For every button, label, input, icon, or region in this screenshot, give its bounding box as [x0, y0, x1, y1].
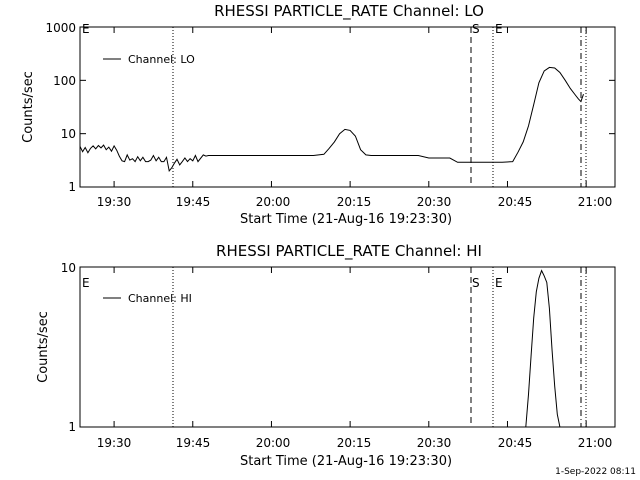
series-line-hi	[525, 269, 561, 428]
event-label-e: E	[495, 22, 503, 36]
y-tick-label: 100	[53, 74, 76, 88]
event-markers: E S E	[82, 22, 587, 187]
footer-timestamp: 1-Sep-2022 08:11	[555, 467, 636, 477]
y-ticks: 1 10 100 1000	[45, 21, 76, 194]
y-ticks: 1 10	[61, 261, 76, 434]
x-ticks: 19:30 19:45 20:00 20:15 20:30 20:45 21:0…	[97, 436, 613, 450]
x-tick-label: 20:15	[337, 436, 372, 450]
plot-frame	[79, 26, 616, 188]
x-tick-label: 19:45	[176, 436, 211, 450]
y-tick-label: 10	[61, 261, 76, 275]
x-axis-label: Start Time (21-Aug-16 19:23:30)	[240, 212, 452, 227]
chart-title: RHESSI PARTICLE_RATE Channel: LO	[214, 2, 484, 21]
y-tick-label: 1000	[45, 21, 76, 35]
x-tick-label: 20:30	[417, 195, 452, 209]
chart-title: RHESSI PARTICLE_RATE Channel: HI	[216, 242, 482, 261]
panel-lo: RHESSI PARTICLE_RATE Channel: LO 1 10 10…	[21, 2, 616, 227]
legend-label: Channel: LO	[128, 53, 195, 66]
axis-tick-marks	[80, 26, 615, 188]
x-tick-label: 21:00	[578, 436, 613, 450]
plot-frame	[79, 266, 616, 428]
event-markers: E S E	[82, 267, 587, 427]
x-axis-label: Start Time (21-Aug-16 19:23:30)	[240, 454, 452, 469]
event-label-e: E	[82, 276, 90, 290]
x-tick-label: 19:45	[176, 195, 211, 209]
x-tick-label: 19:30	[97, 195, 132, 209]
x-tick-label: 19:30	[97, 436, 132, 450]
panel-hi: RHESSI PARTICLE_RATE Channel: HI 1 10 19…	[36, 242, 616, 469]
y-tick-label: 1	[68, 180, 76, 194]
x-tick-label: 20:00	[256, 436, 291, 450]
x-tick-label: 20:45	[498, 436, 533, 450]
x-tick-label: 21:00	[578, 195, 613, 209]
event-label-e: E	[82, 22, 90, 36]
x-tick-label: 20:15	[337, 195, 372, 209]
y-tick-label: 10	[61, 127, 76, 141]
axis-tick-marks	[80, 266, 615, 428]
y-axis-label: Counts/sec	[36, 311, 51, 383]
event-label-s: S	[472, 276, 480, 290]
y-tick-label: 1	[68, 420, 76, 434]
legend: Channel: HI	[103, 292, 192, 305]
event-label-s: S	[472, 22, 480, 36]
x-ticks: 19:30 19:45 20:00 20:15 20:30 20:45 21:0…	[97, 195, 613, 209]
y-axis-label: Counts/sec	[21, 71, 36, 143]
series-line-lo	[79, 66, 584, 173]
x-tick-label: 20:45	[498, 195, 533, 209]
legend: Channel: LO	[103, 53, 195, 66]
legend-label: Channel: HI	[128, 292, 192, 305]
x-tick-label: 20:00	[256, 195, 291, 209]
event-label-e: E	[495, 276, 503, 290]
x-tick-label: 20:30	[417, 436, 452, 450]
